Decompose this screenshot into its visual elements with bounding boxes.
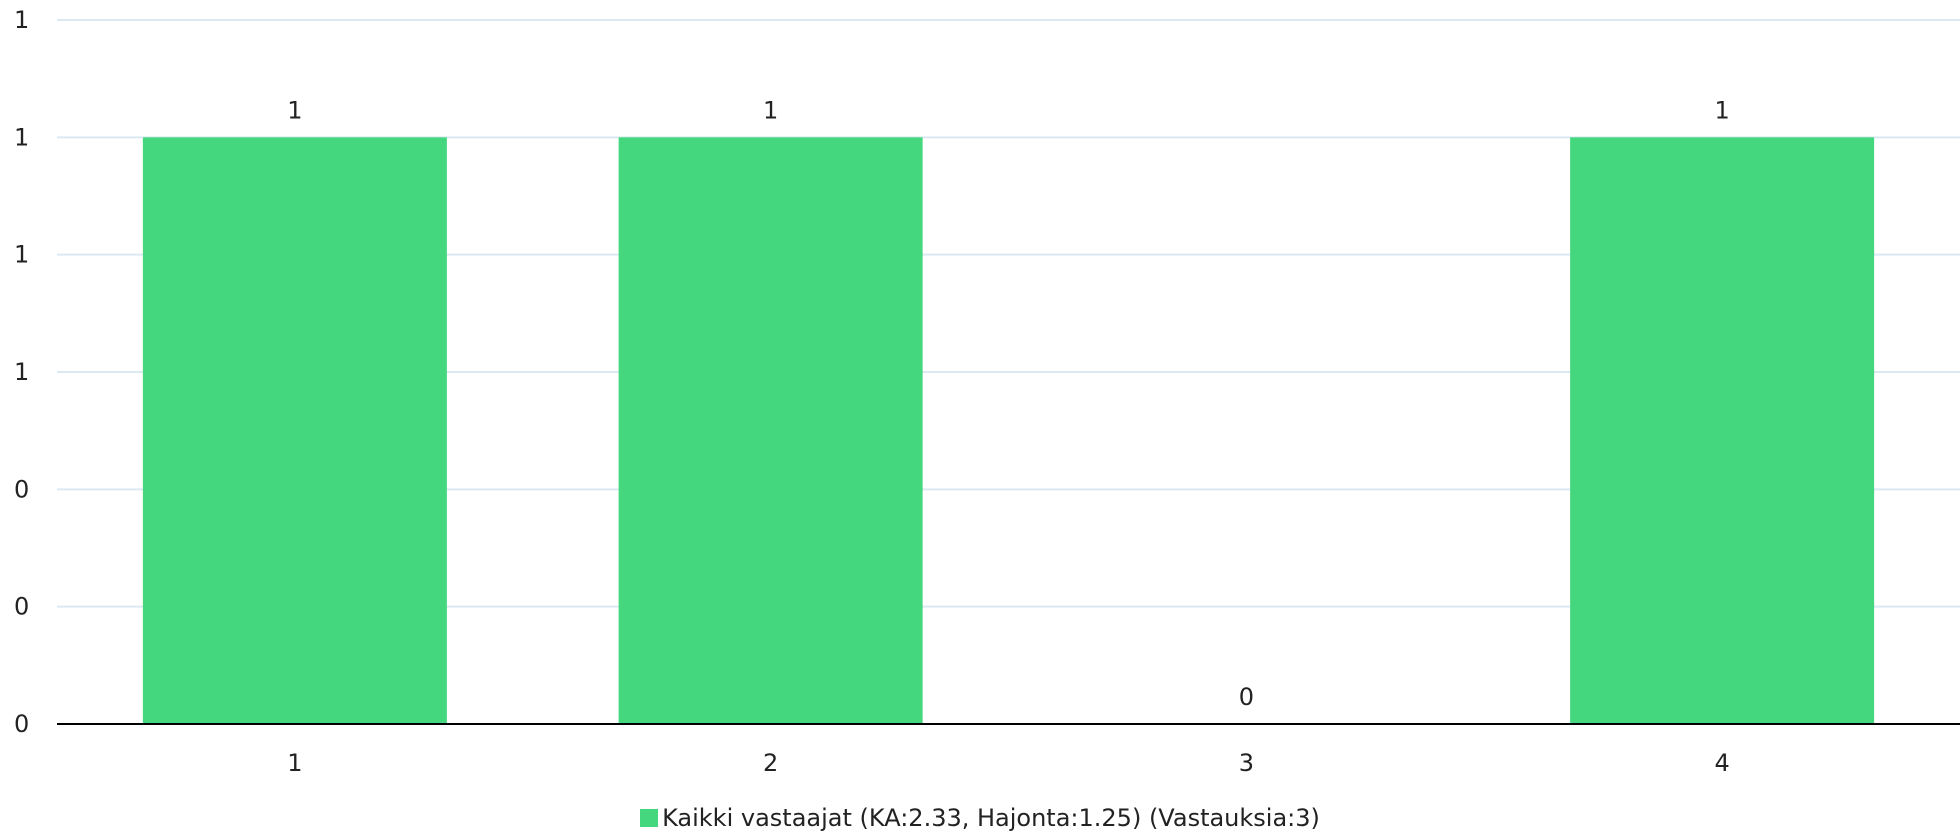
y-tick-label: 1 [14, 6, 29, 34]
y-tick-label: 1 [14, 358, 29, 386]
data-label: 0 [1239, 683, 1254, 711]
legend-label: Kaikki vastaajat (KA:2.33, Hajonta:1.25)… [662, 804, 1320, 832]
x-tick-label: 2 [763, 749, 778, 777]
x-tick-label: 1 [287, 749, 302, 777]
data-label: 1 [1714, 96, 1729, 124]
legend-swatch [640, 809, 659, 827]
y-axis-ticks: 0 0 0 1 1 1 1 [14, 6, 29, 738]
data-labels: 1 1 0 1 [287, 96, 1730, 711]
data-label: 1 [287, 96, 302, 124]
bars [142, 137, 1875, 725]
y-tick-label: 1 [14, 123, 29, 151]
y-tick-label: 1 [14, 241, 29, 269]
y-tick-label: 0 [14, 475, 29, 503]
bar [1570, 137, 1875, 725]
data-label: 1 [763, 96, 778, 124]
y-tick-label: 0 [14, 710, 29, 738]
x-tick-label: 4 [1714, 749, 1729, 777]
legend: Kaikki vastaajat (KA:2.33, Hajonta:1.25)… [0, 803, 1960, 833]
x-axis-ticks: 1 2 3 4 [287, 749, 1730, 777]
bar [142, 137, 447, 725]
y-tick-label: 0 [14, 593, 29, 621]
x-tick-label: 3 [1239, 749, 1254, 777]
bar [618, 137, 923, 725]
bar-chart: 1 1 0 1 0 0 0 1 1 1 1 1 2 3 4 [14, 6, 1960, 777]
